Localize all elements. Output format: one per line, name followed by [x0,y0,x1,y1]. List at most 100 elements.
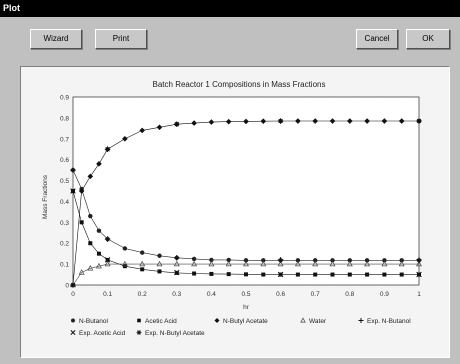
data-point-n-butanol [347,258,352,263]
data-point-water [381,260,388,267]
data-point-acetic-acid [209,271,214,276]
data-point-exp-acetic-acid [70,188,76,194]
data-point-water [173,260,180,267]
legend-item-exp-acetic-acid: Exp. Acetic Acid [70,329,126,337]
series-line-water [72,263,419,286]
data-point-n-butanol [313,258,318,263]
data-point-water [104,260,111,267]
data-point-acetic-acid [399,272,404,277]
data-point-n-butanol [243,258,249,263]
data-point-n-butanol [364,258,370,263]
data-point-n-butanol [382,258,387,263]
data-point-n-butyl-acetate [96,161,102,167]
x-tick-label: 0.9 [380,291,389,298]
data-point-acetic-acid [261,272,266,277]
data-point-n-butanol [295,258,301,263]
data-point-n-butanol [226,257,231,263]
data-point-n-butanol [261,258,266,263]
series-water [70,260,422,288]
data-point-n-butanol [330,258,335,263]
legend-marker-acetic-acid [137,318,141,323]
window-title: Plot [0,0,460,17]
data-point-water [208,260,215,267]
toolbar: Wizard Print Cancel OK [0,17,460,59]
data-point-exp-n-butyl-acetate [174,121,180,127]
print-button[interactable]: Print [95,29,147,49]
series-exp-n-butyl-acetate [70,118,422,288]
y-tick-label: 0.9 [60,95,69,102]
legend-label-water: Water [309,318,327,325]
tick-labels: 0 0.1 0.2 0.3 0.4 0.5 0.6 0.7 0.8 0.9 1 0 0.1 0.2 0.3 0… [60,95,421,299]
axes [72,96,420,286]
data-point-n-butyl-acetate [364,118,370,124]
legend-marker-water [300,317,306,323]
data-point-n-butanol [96,228,102,233]
legend-item-exp-n-butyl-acetate: Exp. N-Butyl Acetate [136,329,205,337]
data-series [70,118,422,288]
legend-marker-exp-acetic-acid [70,329,76,336]
data-point-water [294,260,301,267]
data-point-n-butyl-acetate [225,118,232,125]
data-point-acetic-acid [226,272,231,277]
data-point-exp-n-butyl-acetate [104,146,111,153]
data-point-n-butyl-acetate [87,173,94,180]
legend-marker-exp-n-butyl-acetate [136,329,142,336]
data-point-n-butanol [157,253,162,258]
x-tick-label: 0.5 [241,291,250,298]
data-point-n-butyl-acetate [295,118,301,124]
data-point-acetic-acid [295,272,300,277]
data-point-acetic-acid [157,269,162,274]
data-point-water [243,260,249,267]
y-tick-label: 0.3 [60,220,69,227]
data-point-exp-n-butanol [174,255,180,261]
data-point-acetic-acid [365,272,370,277]
data-point-water [121,260,128,267]
data-point-exp-n-butyl-acetate [416,118,422,124]
data-point-n-butyl-acetate [243,118,249,125]
y-tick-label: 0.1 [60,262,69,269]
legend-label-exp-acetic-acid: Exp. Acetic Acid [79,330,126,337]
legend-marker-n-butanol [71,318,75,323]
chart: Batch Reactor 1 Compositions in Mass Fra… [42,80,422,337]
data-point-exp-acetic-acid [174,269,180,276]
data-point-water [277,260,284,267]
y-tick-label: 0 [65,283,69,290]
x-tick-label: 0.4 [207,291,216,298]
data-point-acetic-acid [330,272,335,277]
legend-label-exp-n-butanol: Exp. N-Butanol [367,318,411,325]
ok-button[interactable]: OK [406,29,450,49]
data-point-water [398,260,405,267]
legend-label-n-butyl-acetate: N-Butyl Acetate [223,318,268,325]
data-point-acetic-acid [382,272,387,277]
wizard-button[interactable]: Wizard [30,29,82,49]
data-point-n-butyl-acetate [381,118,388,124]
legend-marker-n-butyl-acetate [214,317,220,324]
x-tick-label: 0.3 [172,291,181,298]
data-point-n-butyl-acetate [312,118,318,124]
data-point-exp-n-butanol [104,236,111,242]
data-point-acetic-acid [192,271,197,276]
x-axis-label: hr [243,304,250,311]
data-point-water [95,262,102,269]
data-point-n-butyl-acetate [208,119,215,125]
data-point-n-butyl-acetate [122,135,128,142]
data-point-exp-n-butanol [70,167,76,173]
y-tick-label: 0.6 [60,157,69,164]
cancel-button[interactable]: Cancel [356,29,398,49]
data-point-acetic-acid [244,272,248,277]
legend-marker-exp-n-butanol [358,317,364,324]
data-point-water [364,260,371,267]
data-point-n-butanol [88,213,93,219]
data-point-n-butanol [140,250,145,255]
legend-label-n-butanol: N-Butanol [79,318,108,325]
x-tick-label: 1 [417,291,421,298]
data-point-water [156,260,163,267]
x-tick-label: 0.8 [345,291,354,298]
data-point-water [329,260,336,267]
legend-item-acetic-acid: Acetic Acid [137,318,177,325]
data-point-exp-n-butanol [416,257,422,263]
data-point-exp-acetic-acid [104,257,111,263]
data-point-n-butyl-acetate [191,120,197,126]
data-point-exp-n-butanol [277,257,284,263]
legend-item-water: Water [300,317,327,325]
